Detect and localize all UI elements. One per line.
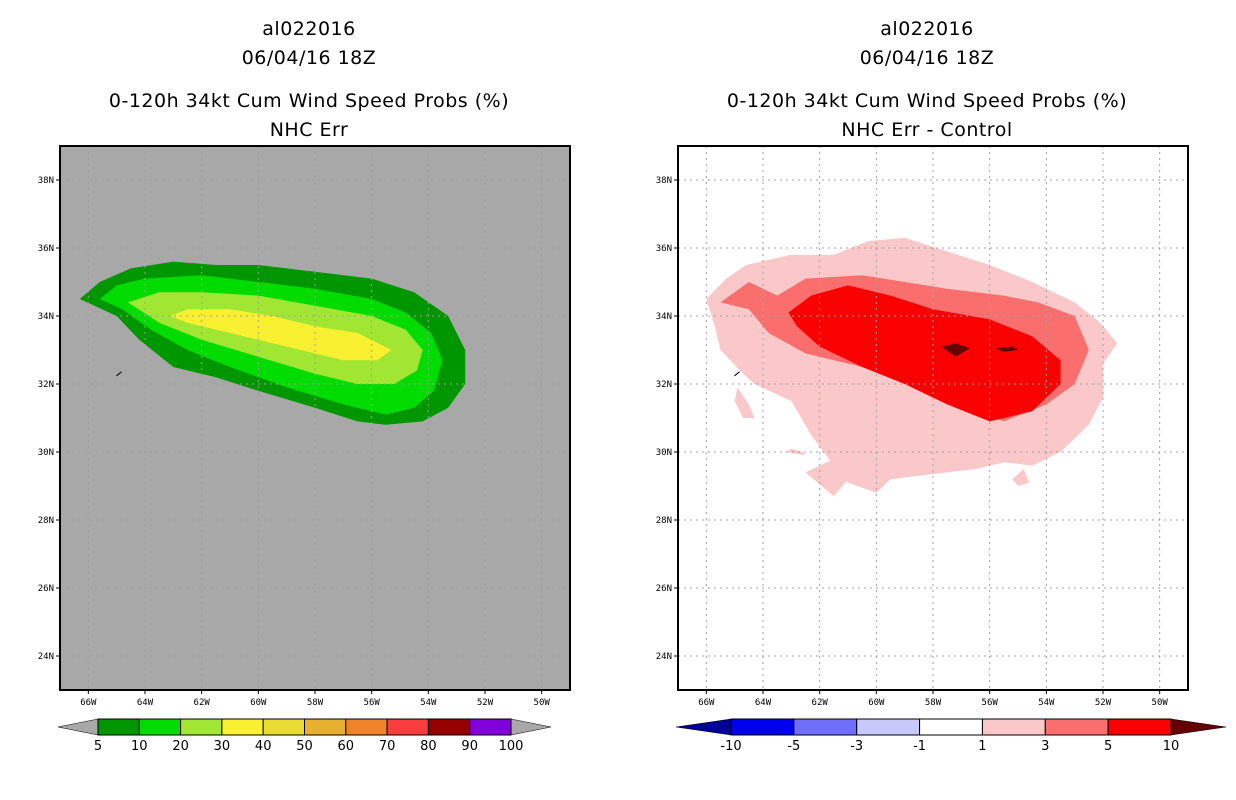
map-feature-mark bbox=[116, 371, 122, 377]
colorbar-swatch bbox=[386, 718, 429, 736]
colorbar-label: 60 bbox=[338, 739, 355, 754]
colorbar-swatch bbox=[1107, 718, 1172, 736]
x-tick-label: 52W bbox=[1095, 698, 1112, 708]
y-tick-label: 36N bbox=[656, 244, 672, 254]
panel-nhc-err: al022016 06/04/16 18Z 0-120h 34kt Cum Wi… bbox=[38, 18, 571, 754]
y-tick-label: 34N bbox=[38, 312, 54, 322]
x-tick-label: 58W bbox=[307, 698, 324, 708]
x-tick-label: 60W bbox=[868, 698, 885, 708]
x-tick-label: 56W bbox=[982, 698, 999, 708]
colorbar-label: 20 bbox=[172, 739, 189, 754]
colorbar-label: 40 bbox=[255, 739, 272, 754]
colorbar-swatch bbox=[180, 718, 223, 736]
colorbar-swatch bbox=[262, 718, 306, 736]
colorbar-label: 1 bbox=[978, 739, 986, 754]
experiment-title: NHC Err bbox=[269, 119, 349, 141]
y-tick-label: 28N bbox=[656, 516, 672, 526]
y-tick-label: 26N bbox=[656, 584, 672, 594]
y-tick-label: 38N bbox=[656, 176, 672, 186]
contour-fill-1 bbox=[805, 458, 848, 497]
datetime-title: 06/04/16 18Z bbox=[859, 47, 995, 69]
x-tick-label: 58W bbox=[925, 698, 942, 708]
x-tick-label: 66W bbox=[80, 698, 97, 708]
x-tick-label: 56W bbox=[364, 698, 381, 708]
contour-fill-10 bbox=[995, 346, 1018, 352]
x-tick-label: 52W bbox=[477, 698, 494, 708]
panel-nhc-err-minus-control: al022016 06/04/16 18Z 0-120h 34kt Cum Wi… bbox=[618, 0, 1236, 800]
contour-layer bbox=[60, 146, 570, 690]
map-chart-difference: 66W 64W 62W 60W 58W 56W 54W 52W 50W 38N 36N 34N 32N 3… bbox=[656, 145, 1227, 754]
contour-fill-1 bbox=[1012, 469, 1030, 486]
colorbar-label: 3 bbox=[1041, 739, 1049, 754]
y-tick-label: 38N bbox=[38, 176, 54, 186]
colorbar-label: 5 bbox=[94, 739, 102, 754]
colorbar-swatch bbox=[1044, 718, 1109, 736]
contour-fill-10 bbox=[941, 343, 970, 357]
colorbar-label: 100 bbox=[499, 739, 524, 754]
x-tick-label: 50W bbox=[534, 698, 551, 708]
colorbar-swatch bbox=[221, 718, 264, 736]
x-tick-label: 64W bbox=[755, 698, 772, 708]
colorbar-swatch bbox=[469, 718, 512, 736]
x-tick-label: 62W bbox=[194, 698, 211, 708]
x-tick-label: 50W bbox=[1152, 698, 1169, 708]
storm-id-title: al022016 bbox=[880, 18, 974, 40]
y-tick-label: 30N bbox=[656, 448, 672, 458]
product-title: 0-120h 34kt Cum Wind Speed Probs (%) bbox=[726, 90, 1128, 112]
product-title: 0-120h 34kt Cum Wind Speed Probs (%) bbox=[108, 90, 510, 112]
colorbar-over-triangle bbox=[510, 718, 552, 736]
y-tick-label: 24N bbox=[38, 652, 54, 662]
contour-layer bbox=[678, 146, 1188, 690]
colorbar-label: 90 bbox=[461, 739, 478, 754]
x-tick-label: 66W bbox=[698, 698, 715, 708]
contour-fill-30 bbox=[170, 309, 392, 361]
y-tick-label: 34N bbox=[656, 312, 672, 322]
colorbar-under-triangle bbox=[57, 718, 99, 736]
contour-fill-1 bbox=[734, 387, 755, 418]
colorbar-label: 70 bbox=[379, 739, 396, 754]
contour-fill-5 bbox=[788, 285, 1061, 422]
colorbar-label: 30 bbox=[214, 739, 231, 754]
colorbar-label: -10 bbox=[720, 739, 741, 754]
datetime-title: 06/04/16 18Z bbox=[241, 47, 377, 69]
colorbar-label: -5 bbox=[787, 739, 800, 754]
colorbar-over-triangle bbox=[1170, 718, 1227, 736]
y-tick-label: 26N bbox=[38, 584, 54, 594]
colorbar-swatch bbox=[427, 718, 471, 736]
colorbar-swatch bbox=[345, 718, 388, 736]
colorbar-label: 50 bbox=[296, 739, 313, 754]
colorbar-label: -1 bbox=[913, 739, 926, 754]
map-chart-nhc-err: 66W 64W 62W 60W 58W 56W 54W 52W 50W 38N 36N 34N 32N 3… bbox=[38, 145, 571, 754]
y-tick-label: 24N bbox=[656, 652, 672, 662]
colorbar-swatch bbox=[304, 718, 347, 736]
x-tick-label: 54W bbox=[420, 698, 437, 708]
x-tick-label: 62W bbox=[812, 698, 829, 708]
colorbar-swatch bbox=[793, 718, 858, 736]
colorbar-label: 10 bbox=[1163, 739, 1180, 754]
colorbar-swatch bbox=[919, 718, 983, 736]
x-tick-label: 60W bbox=[250, 698, 267, 708]
colorbar-swatch bbox=[97, 718, 140, 736]
colorbar-label: 10 bbox=[131, 739, 148, 754]
colorbar-label: 5 bbox=[1104, 739, 1112, 754]
y-tick-label: 32N bbox=[656, 380, 672, 390]
x-tick-label: 54W bbox=[1038, 698, 1055, 708]
colorbar-swatch bbox=[730, 718, 795, 736]
colorbar-label: -3 bbox=[850, 739, 863, 754]
colorbar-swatch bbox=[856, 718, 921, 736]
y-tick-label: 36N bbox=[38, 244, 54, 254]
experiment-title: NHC Err - Control bbox=[841, 119, 1013, 141]
colorbar-label: 80 bbox=[420, 739, 437, 754]
storm-id-title: al022016 bbox=[262, 18, 356, 40]
y-tick-label: 28N bbox=[38, 516, 54, 526]
colorbar-under-triangle bbox=[675, 718, 732, 736]
colorbar-swatch bbox=[138, 718, 182, 736]
x-tick-label: 64W bbox=[137, 698, 154, 708]
map-feature-mark bbox=[734, 371, 740, 377]
contour-fill-1 bbox=[785, 448, 806, 456]
colorbar-swatch bbox=[981, 718, 1046, 736]
y-tick-label: 32N bbox=[38, 380, 54, 390]
y-tick-label: 30N bbox=[38, 448, 54, 458]
